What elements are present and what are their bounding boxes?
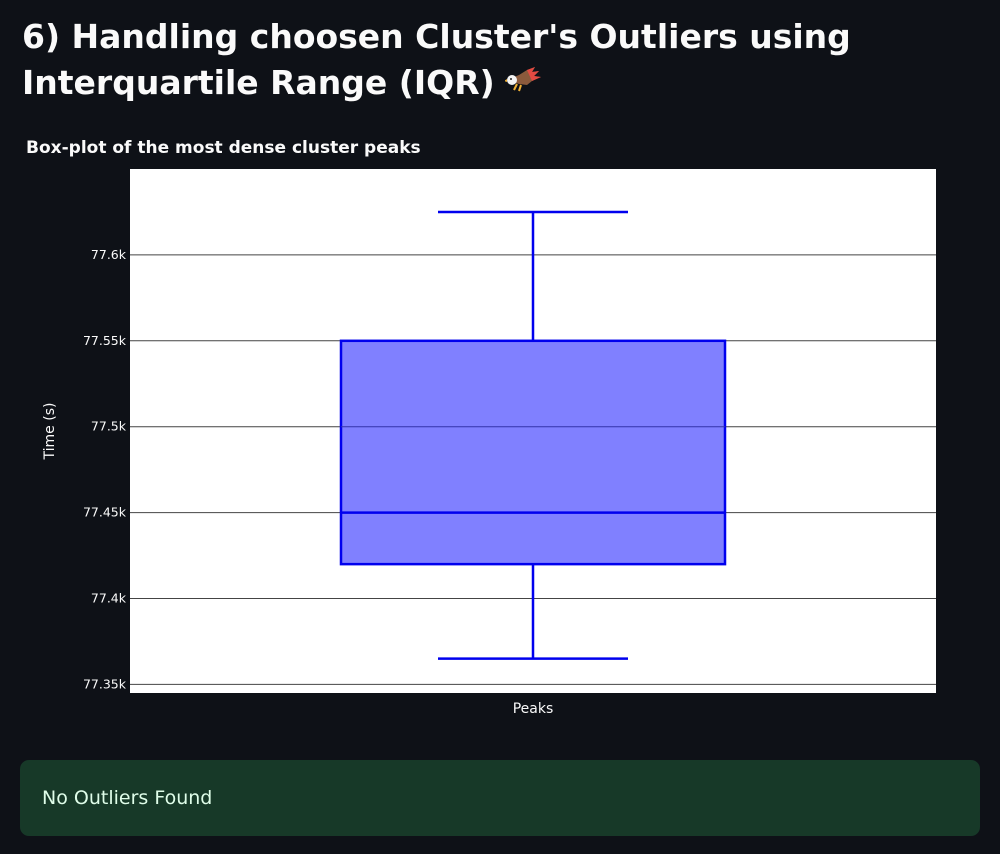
chart-title: Box-plot of the most dense cluster peaks [26,138,421,158]
iqr-box [339,339,727,566]
page-title: 6) Handling choosen Cluster's Outliers u… [22,14,982,108]
y-axis-title: Time (s) [42,403,58,461]
eagle-icon [503,62,543,108]
alert-text: No Outliers Found [42,787,213,809]
y-tick-label: 77.6k [91,247,127,262]
y-tick-label: 77.45k [83,505,127,520]
y-tick-label: 77.4k [91,591,127,606]
x-tick-label-peaks: Peaks [513,701,554,717]
success-alert: No Outliers Found [20,760,980,836]
y-tick-label: 77.35k [83,676,127,691]
y-tick-label: 77.5k [91,419,127,434]
y-tick-label: 77.55k [83,333,127,348]
boxplot-chart: Box-plot of the most dense cluster peaks… [20,130,980,730]
chart-svg: Box-plot of the most dense cluster peaks… [26,138,936,717]
page-title-text: 6) Handling choosen Cluster's Outliers u… [22,17,851,102]
